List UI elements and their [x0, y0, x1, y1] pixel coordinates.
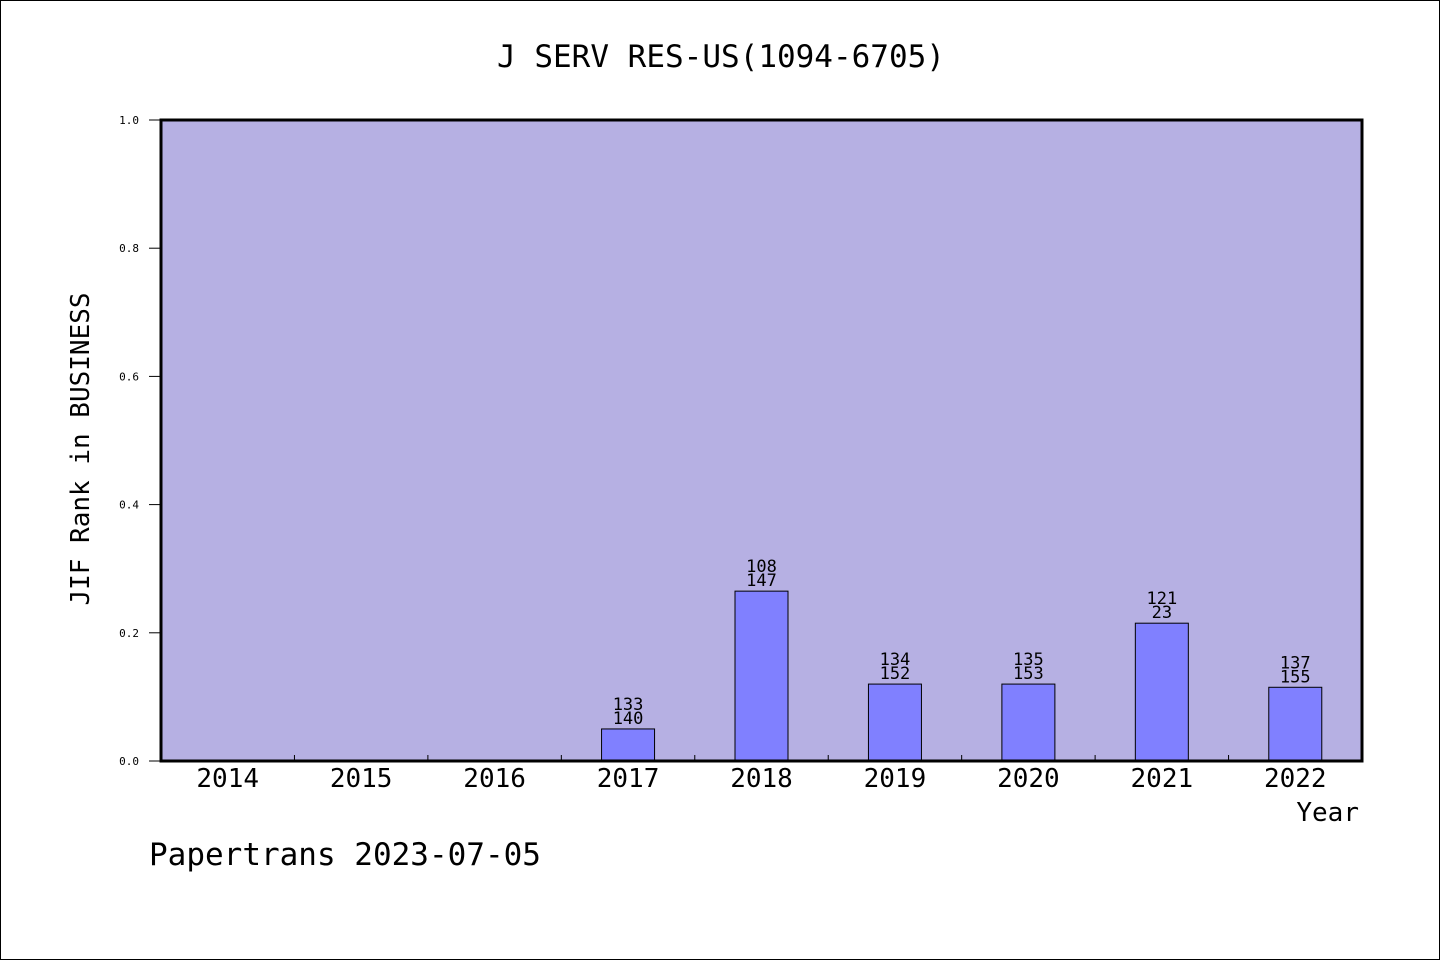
bar-2019: [867, 683, 922, 762]
y-tick-label: 0.8: [119, 242, 139, 255]
x-tick-label: 2014: [196, 764, 259, 794]
bar-label-bottom: 152: [880, 664, 911, 684]
bar-label-top: 133: [613, 695, 644, 715]
bar-label-top: 108: [746, 557, 777, 577]
x-tick-label: 2020: [997, 764, 1060, 794]
x-tick-label: 2017: [597, 764, 660, 794]
y-tick-label: 0.0: [119, 755, 139, 768]
bar-2022: [1268, 686, 1323, 762]
y-tick-label: 0.4: [119, 499, 139, 512]
bar-2021: [1134, 622, 1189, 762]
y-tick-label: 0.6: [119, 370, 139, 383]
plot-border: [159, 118, 1364, 763]
y-tick-label: 0.2: [119, 627, 139, 640]
bar-label-top: 121: [1146, 589, 1177, 609]
x-axis-label: Year: [1296, 798, 1359, 828]
y-axis-label: JIF Rank in BUSINESS: [66, 292, 96, 605]
x-tick-label: 2021: [1131, 764, 1194, 794]
bar-label-bottom: 140: [613, 709, 644, 729]
bar-label-top: 137: [1280, 653, 1311, 673]
x-tick-label: 2022: [1264, 764, 1327, 794]
x-axis: 2014 2015 2016 2017 2018 2019 2020 2021 2022: [196, 755, 1327, 794]
x-tick-label: 2018: [730, 764, 793, 794]
bar-label-top: 135: [1013, 650, 1044, 670]
bar-label-bottom: 23: [1152, 603, 1172, 623]
x-tick-label: 2019: [864, 764, 927, 794]
bar-2020: [1001, 683, 1056, 762]
bar-2018: [734, 590, 789, 762]
y-tick-label: 1.0: [119, 114, 139, 127]
bar-label-bottom: 147: [746, 571, 777, 591]
bar-2017: [601, 728, 656, 762]
bar-label-top: 134: [880, 650, 911, 670]
bar-label-bottom: 153: [1013, 664, 1044, 684]
footer-caption: Papertrans 2023-07-05: [149, 837, 541, 873]
y-axis: 0.0 0.2 0.4 0.6 0.8 1.0: [119, 114, 161, 768]
x-tick-label: 2016: [463, 764, 526, 794]
chart-title: J SERV RES-US(1094-6705): [497, 39, 945, 75]
x-tick-label: 2015: [330, 764, 393, 794]
bar-label-bottom: 155: [1280, 667, 1311, 687]
bars-group: [601, 590, 1323, 762]
